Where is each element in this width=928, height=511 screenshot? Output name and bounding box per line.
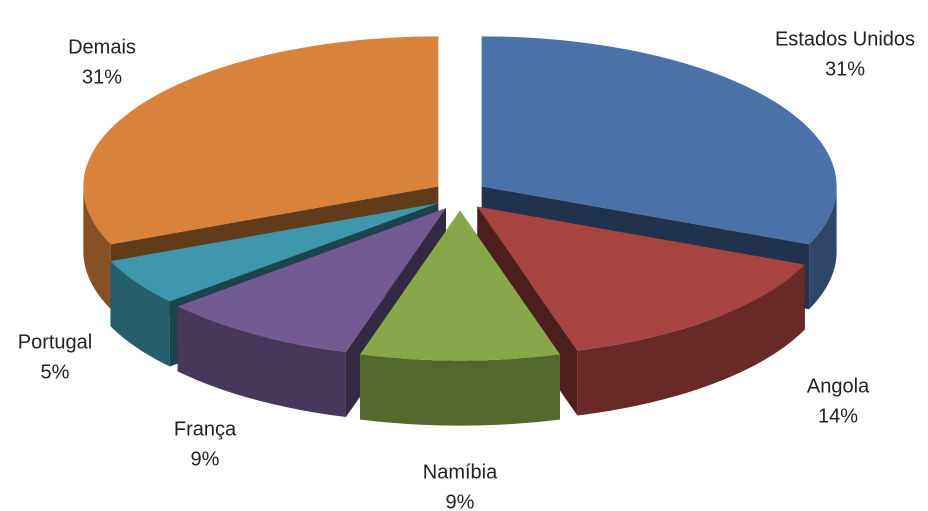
slice-wall (110, 261, 170, 367)
slice-wall (83, 186, 111, 310)
slice-label: Demais (68, 36, 136, 58)
slice-wall (809, 186, 837, 310)
slice-label: Estados Unidos (775, 28, 915, 50)
slice-label: Portugal (18, 331, 93, 353)
slice-wall (359, 354, 561, 426)
slice (477, 206, 805, 351)
slice-label: França (174, 418, 237, 440)
slice-value-label: 31% (825, 58, 865, 80)
slice-value-label: 14% (818, 405, 858, 427)
slice-value-label: 31% (82, 66, 122, 88)
slice-side (110, 203, 438, 327)
slice-wall (577, 264, 805, 416)
slice (83, 36, 439, 245)
slice-label: Angola (807, 375, 870, 397)
slice (177, 208, 446, 353)
slice-value-label: 9% (446, 491, 475, 511)
slice-value-label: 9% (191, 448, 220, 470)
slice-wall (177, 306, 346, 418)
slice (359, 210, 561, 361)
slice-group (359, 210, 561, 426)
slice (110, 203, 438, 302)
slice-label: Namíbia (423, 461, 498, 483)
slice (481, 36, 837, 245)
slice-value-label: 5% (41, 361, 70, 383)
